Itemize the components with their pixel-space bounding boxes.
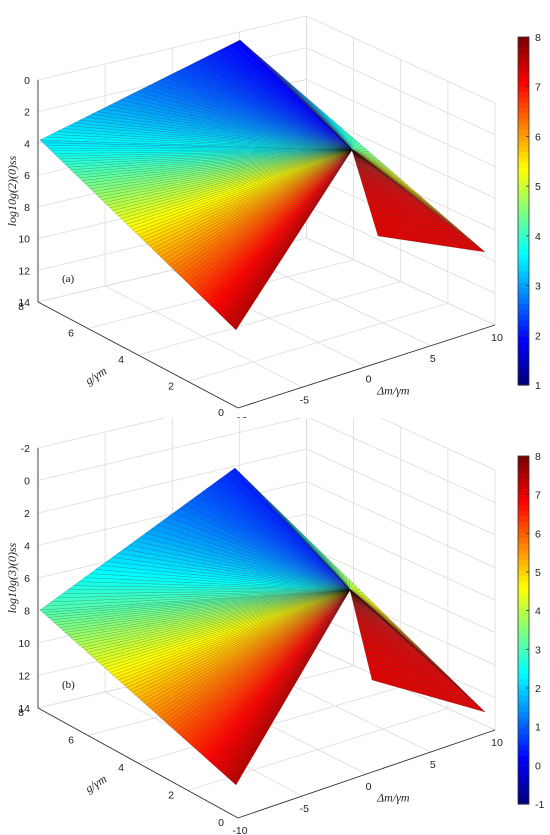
y-tick-label: 4 <box>118 762 124 774</box>
x-tick-label: 10 <box>491 737 503 749</box>
y-axis-label: g/γm <box>82 363 109 387</box>
z-tick-label: 2 <box>24 107 30 119</box>
z-tick-label: 6 <box>24 170 30 182</box>
x-tick-label: -5 <box>300 394 309 406</box>
colorbar-tick-label: 4 <box>535 231 541 243</box>
y-axis-label: g/γm <box>82 771 109 795</box>
z-tick-label: 12 <box>18 671 30 683</box>
x-ticks-b: -10 -5 0 5 10 <box>232 737 503 835</box>
z-ticks-b: -2 0 2 4 6 8 10 12 14 <box>18 443 30 715</box>
colorbar-tick-label: 0 <box>535 760 541 772</box>
z-tick-label: 12 <box>18 265 30 277</box>
x-tick-label: 0 <box>366 781 372 793</box>
panel-a: 0246810121402468-10-50510log10g(2)(0)ssg… <box>5 15 541 418</box>
x-axis-label: Δm/γm <box>376 791 410 805</box>
x-tick-label: -10 <box>232 825 247 835</box>
z-tick-label: -2 <box>21 443 30 455</box>
z-tick-label: 6 <box>24 573 30 585</box>
y-tick-label: 6 <box>68 328 74 340</box>
colorbar-tick-label: 4 <box>535 606 541 618</box>
z-tick-label: 4 <box>24 541 30 553</box>
colorbar-tick-label: 2 <box>535 330 541 342</box>
z-tick-label: 0 <box>24 75 30 87</box>
y-tick-label: 2 <box>168 790 174 802</box>
y-tick-label: 6 <box>68 735 74 747</box>
y-tick-label: 0 <box>218 817 224 829</box>
surface-b <box>39 467 486 786</box>
x-axis-label: Δm/γm <box>376 383 410 397</box>
colorbar-tick-label: 6 <box>535 131 541 143</box>
colorbar-tick-label: -1 <box>535 799 544 811</box>
x-ticks-a: -10 -5 0 5 10 <box>232 332 503 418</box>
y-tick-label: 0 <box>218 407 224 418</box>
colorbar-a: 1 2 3 4 5 6 7 8 <box>517 32 541 392</box>
z-tick-label: 10 <box>18 234 30 246</box>
panel-label: (a) <box>62 273 75 285</box>
z-tick-label: 0 <box>24 476 30 488</box>
colorbar-tick-label: 2 <box>535 683 541 695</box>
z-tick-label: 10 <box>18 638 30 650</box>
y-tick-label: 4 <box>118 354 124 366</box>
colorbar-tick-label: 1 <box>535 380 541 392</box>
colorbar-tick-label: 5 <box>535 181 541 193</box>
y-tick-label: 8 <box>18 301 24 313</box>
axes-b <box>37 448 496 819</box>
x-tick-label: 0 <box>366 374 372 386</box>
colorbar-tick-label: 6 <box>535 528 541 540</box>
colorbar-tick-label: 7 <box>535 490 541 502</box>
z-axis-label: log10g(3)(0)ss <box>5 542 19 613</box>
z-ticks-a: 0 2 4 6 8 10 12 14 <box>18 75 30 309</box>
z-axis-label: log10g(2)(0)ss <box>5 155 19 226</box>
z-tick-label: 8 <box>24 606 30 618</box>
surface-a <box>39 39 486 331</box>
y-ticks-a: 0 2 4 6 8 <box>18 301 224 418</box>
colorbar-tick-label: 7 <box>535 82 541 94</box>
colorbar-tick-label: 8 <box>535 451 541 463</box>
x-tick-label: 5 <box>430 353 436 365</box>
x-tick-label: 5 <box>430 759 436 771</box>
axes-a <box>37 80 496 409</box>
panel-label: (b) <box>62 679 75 691</box>
surface-plot-b: -20246810121402468-10-50510log10g(3)(0)s… <box>5 418 544 835</box>
z-tick-label: 8 <box>24 202 30 214</box>
z-tick-label: 4 <box>24 138 30 150</box>
colorbar-tick-label: 5 <box>535 567 541 579</box>
colorbar-tick-label: 3 <box>535 644 541 656</box>
x-tick-label: 10 <box>491 332 503 344</box>
z-tick-label: 14 <box>18 703 30 715</box>
panel-b: -2 0 2 4 6 8 10 12 14 0 2 4 6 8 -10 -5 0 5 10 log10g(3)(0)s… <box>0 418 550 835</box>
y-tick-label: 8 <box>18 707 24 719</box>
z-tick-label: 2 <box>24 508 30 520</box>
z-tick-label: 14 <box>18 297 30 309</box>
x-tick-label: -10 <box>232 415 247 418</box>
y-tick-label: 2 <box>168 381 174 393</box>
colorbar-tick-label: 3 <box>535 281 541 293</box>
y-ticks-b: 0 2 4 6 8 <box>18 707 224 829</box>
colorbar-b: -1 0 1 2 3 4 5 6 7 8 <box>517 451 544 811</box>
colorbar-tick-label: 8 <box>535 32 541 44</box>
surface-plot-a: 0246810121402468-10-50510log10g(2)(0)ssg… <box>5 15 541 418</box>
x-tick-label: -5 <box>300 803 309 815</box>
colorbar-tick-label: 1 <box>535 722 541 734</box>
